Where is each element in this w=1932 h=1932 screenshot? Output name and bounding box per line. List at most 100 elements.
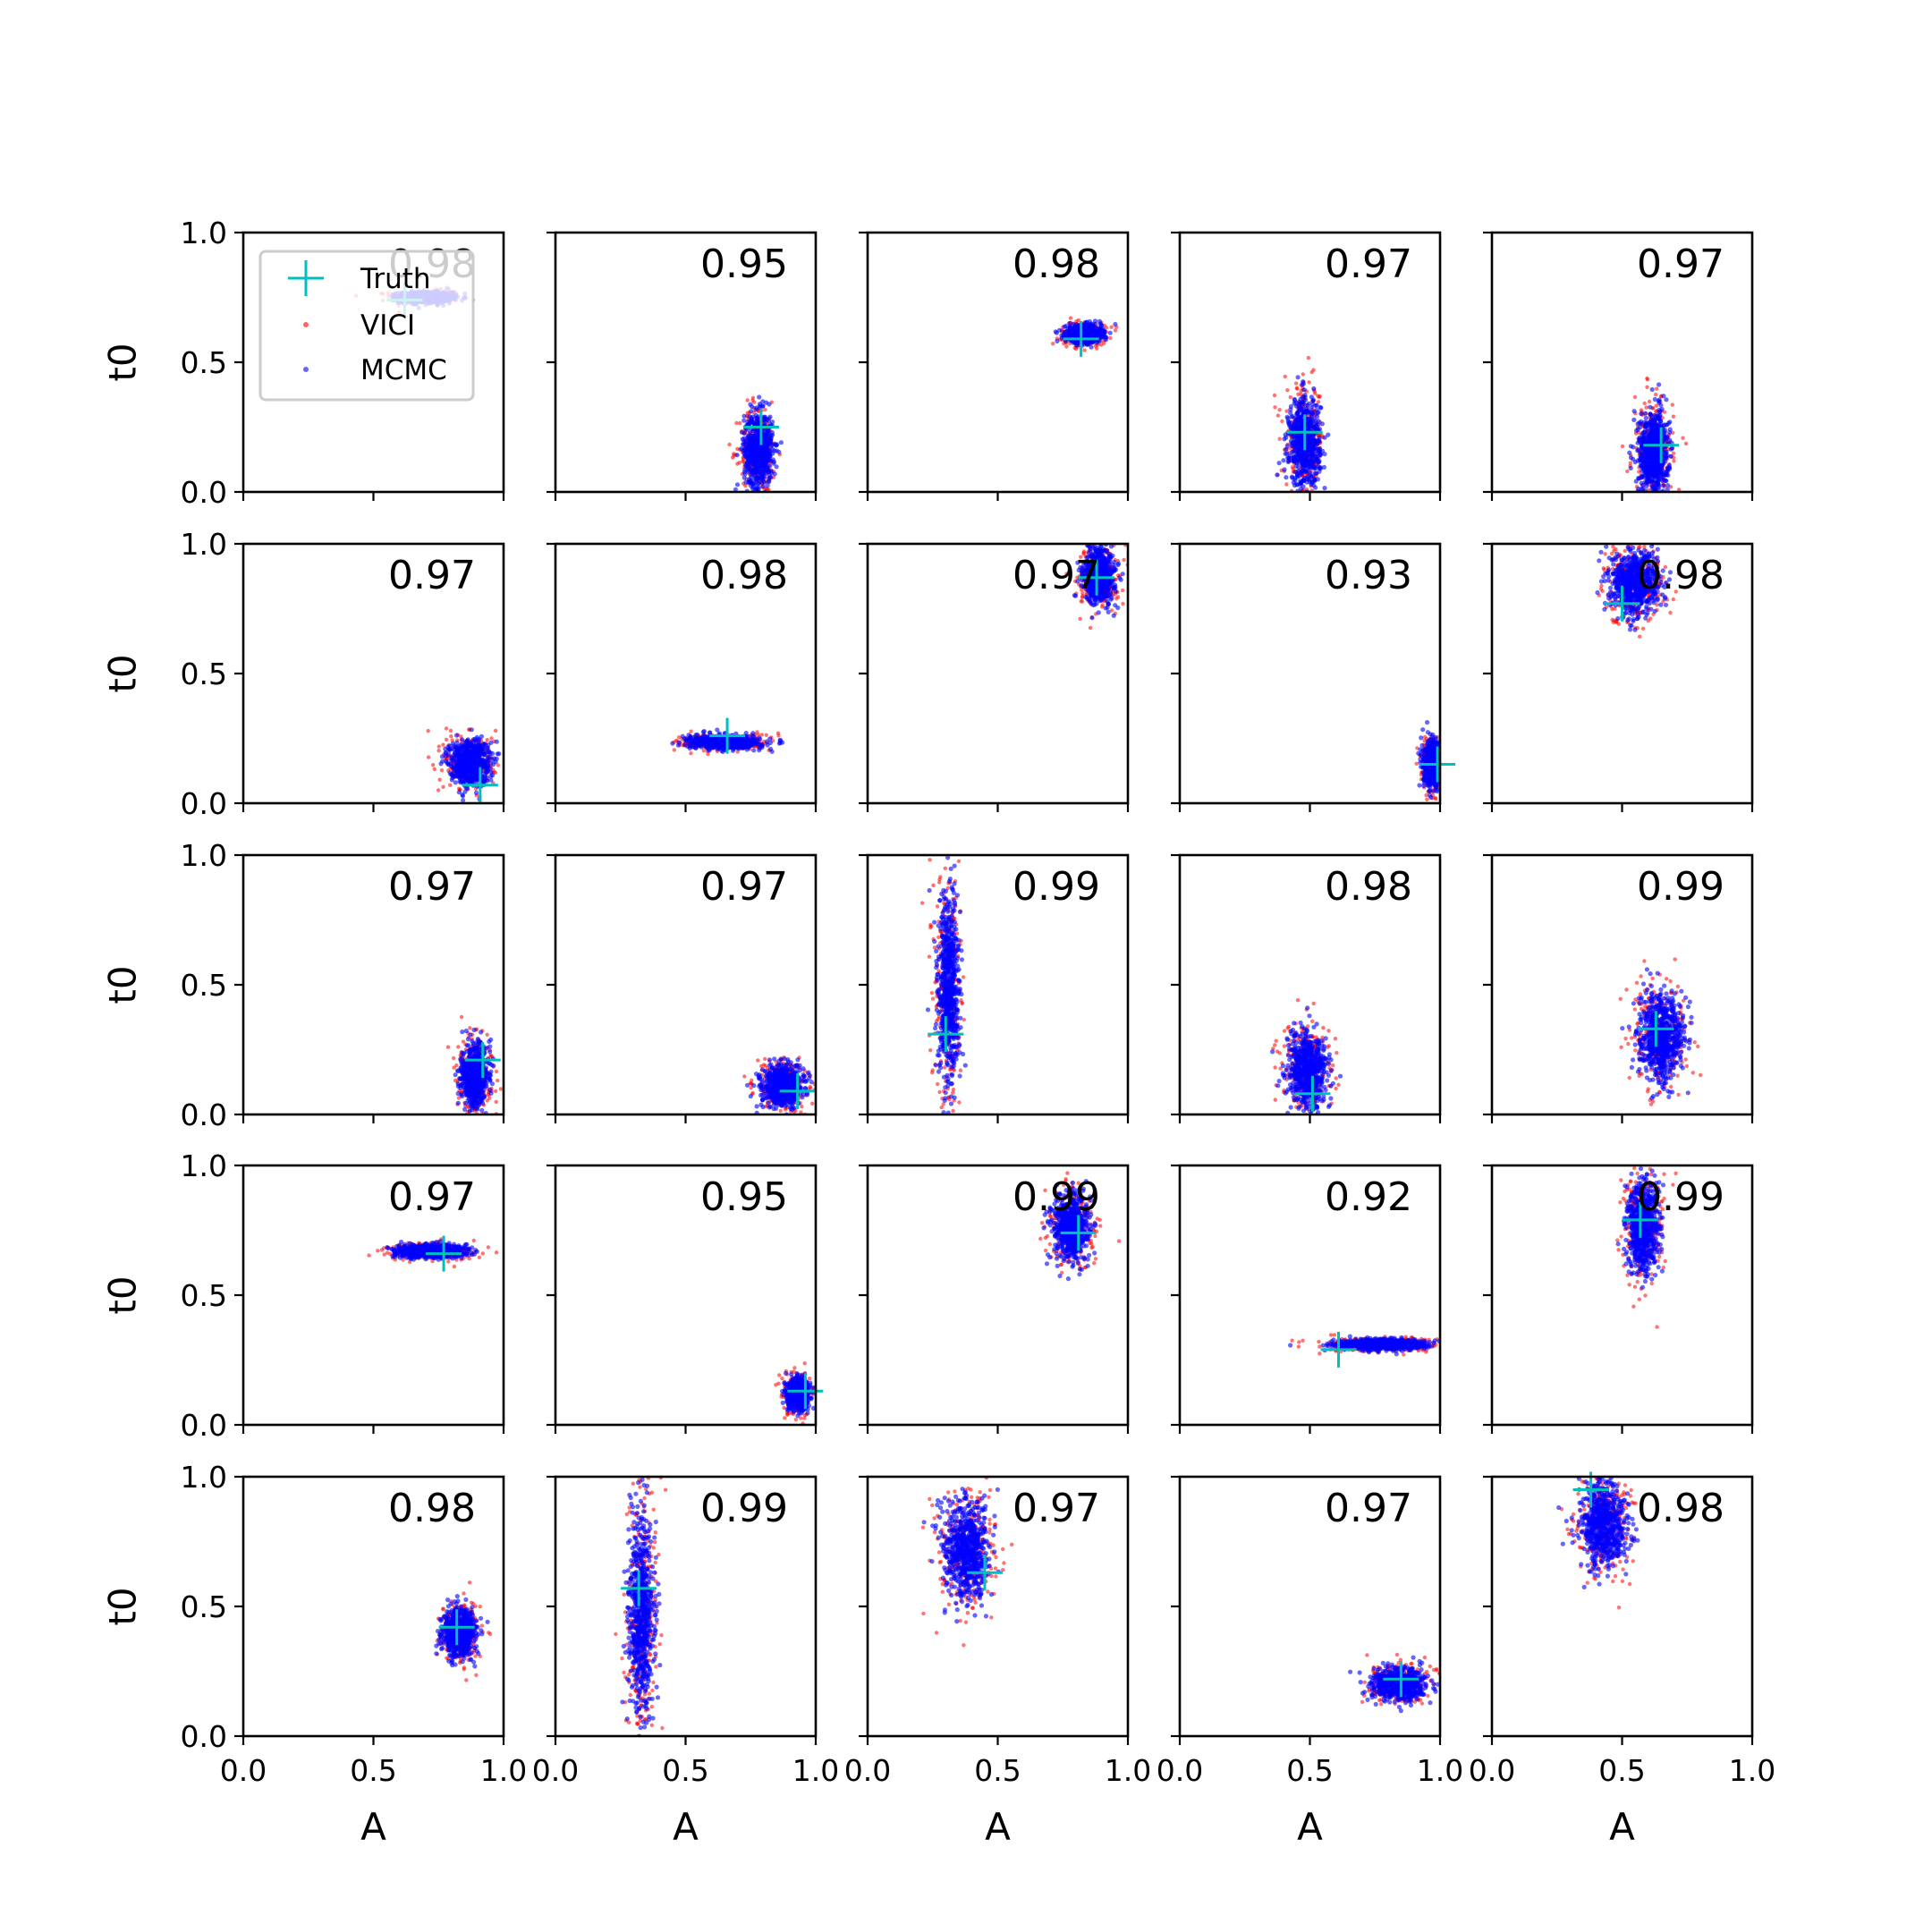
mcmc-point	[752, 432, 758, 437]
panel-grid: 0.980.00.51.0t00.950.980.970.970.970.00.…	[101, 216, 1776, 1849]
vici-point	[1620, 444, 1625, 449]
mcmc-point	[1310, 517, 1315, 521]
mcmc-point	[1652, 507, 1657, 512]
mcmc-point	[1309, 501, 1313, 505]
vici-point	[1658, 519, 1662, 522]
mcmc-point	[1661, 394, 1666, 399]
mcmc-point	[1299, 423, 1304, 428]
vici-point	[1648, 499, 1652, 503]
vici-point	[1307, 515, 1310, 519]
mcmc-point	[1297, 453, 1302, 458]
mcmc-point	[1084, 319, 1089, 325]
mcmc-point	[747, 477, 752, 482]
mcmc-point	[754, 485, 759, 490]
vici-point	[1661, 504, 1665, 508]
vici-point	[734, 420, 739, 426]
mcmc-point	[1062, 331, 1067, 336]
mcmc-point	[1310, 398, 1316, 403]
mcmc-point	[1308, 457, 1313, 462]
mcmc-point	[748, 497, 752, 502]
mcmc-point	[1642, 423, 1648, 428]
mcmc-point	[1663, 428, 1668, 433]
mcmc-point	[1652, 451, 1657, 456]
mcmc-point	[758, 447, 764, 453]
vici-point	[1283, 374, 1288, 379]
mcmc-point	[1298, 415, 1303, 420]
mcmc-point	[1318, 464, 1323, 470]
mcmc-point	[1664, 513, 1668, 517]
vici-point	[763, 407, 767, 412]
mcmc-point	[1669, 503, 1674, 507]
mcmc-point	[1649, 386, 1655, 393]
mcmc-point	[767, 402, 772, 407]
mcmc-point	[1295, 410, 1301, 415]
vici-point	[1646, 496, 1649, 499]
y-tick-label: 0.0	[181, 475, 227, 510]
mcmc-point	[1649, 467, 1655, 472]
vici-point	[751, 500, 755, 504]
scatter-points	[1272, 355, 1331, 542]
mcmc-point	[1648, 427, 1654, 432]
vici-point	[1658, 496, 1662, 500]
mcmc-point	[1314, 441, 1319, 446]
vici-point	[1672, 459, 1676, 463]
vici-point	[1108, 335, 1113, 341]
vici-point	[1632, 394, 1638, 400]
mcmc-point	[1113, 321, 1118, 327]
mcmc-point	[1292, 501, 1296, 505]
mcmc-point	[1308, 511, 1312, 515]
vici-point	[1299, 493, 1302, 496]
mcmc-point	[1657, 416, 1662, 421]
vici-point	[1640, 495, 1643, 498]
mcmc-point	[1291, 427, 1296, 432]
mcmc-point	[1636, 476, 1641, 481]
mcmc-point	[733, 487, 739, 492]
mcmc-point	[1099, 335, 1105, 340]
mcmc-point	[1308, 462, 1313, 467]
vici-point	[1298, 493, 1301, 496]
mcmc-point	[766, 479, 771, 485]
mcmc-point	[1316, 419, 1321, 424]
mcmc-point	[1657, 410, 1662, 415]
mcmc-point	[1292, 436, 1298, 442]
mcmc-point	[1284, 494, 1289, 498]
vici-point	[750, 395, 756, 400]
vici-point	[1280, 419, 1284, 424]
vici-point	[448, 783, 453, 787]
mcmc-point	[763, 456, 768, 462]
mcmc-point	[1295, 375, 1301, 380]
vici-point	[760, 493, 764, 496]
vici-point	[426, 728, 430, 733]
mcmc-point	[1655, 482, 1660, 487]
mcmc-point	[1284, 446, 1289, 453]
mcmc-point	[1074, 330, 1080, 335]
vici-point	[1655, 386, 1659, 391]
mcmc-point	[1102, 330, 1107, 335]
mcmc-point	[1292, 483, 1298, 488]
mcmc-point	[1648, 404, 1653, 410]
mcmc-point	[762, 418, 767, 423]
mcmc-point	[1302, 469, 1308, 474]
mcmc-point	[1070, 330, 1075, 335]
overlap-score: 0.98	[1013, 242, 1100, 287]
vici-point	[1290, 465, 1295, 470]
vici-point	[1671, 451, 1676, 455]
vici-point	[1625, 469, 1630, 474]
mcmc-point	[1318, 452, 1324, 457]
vici-point	[1319, 538, 1323, 542]
mcmc-point	[1276, 461, 1282, 466]
mcmc-point	[1107, 330, 1113, 335]
mcmc-point	[1650, 436, 1656, 441]
mcmc-point	[741, 438, 747, 444]
mcmc-point	[741, 475, 747, 480]
vici-point	[436, 749, 441, 753]
mcmc-point	[1646, 479, 1651, 484]
mcmc-point	[1307, 447, 1312, 453]
mcmc-point	[1301, 498, 1305, 503]
mcmc-point	[1665, 483, 1671, 488]
mcmc-point	[767, 494, 771, 498]
mcmc-point	[774, 464, 779, 470]
overlap-score: 0.97	[1325, 242, 1412, 287]
mcmc-point	[1292, 421, 1299, 427]
mcmc-point	[1669, 445, 1675, 451]
